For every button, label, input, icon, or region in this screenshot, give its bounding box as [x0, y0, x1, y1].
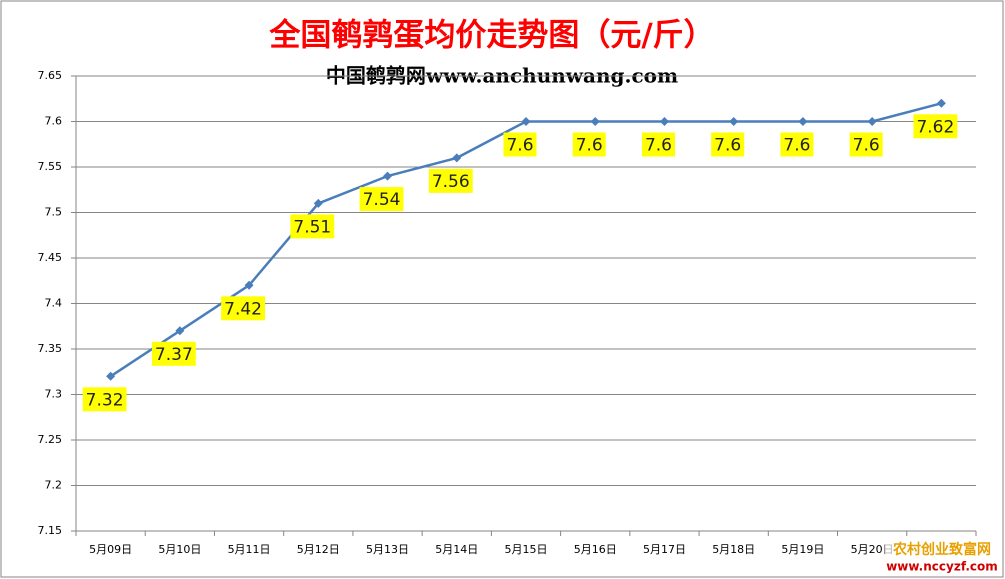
y-tick-label: 7.35: [38, 342, 63, 355]
x-tick-label: 5月15日: [505, 543, 548, 556]
value-label: 7.6: [576, 136, 603, 156]
x-tick-label: 5月12日: [297, 543, 340, 556]
value-label-bg: [359, 187, 404, 212]
watermark-bg: [885, 541, 999, 575]
marker: [798, 117, 808, 126]
value-label-bg: [913, 114, 958, 139]
watermark-name: 农村创业致富网: [892, 541, 991, 558]
marker: [729, 117, 739, 126]
value-label-bg: [711, 132, 745, 157]
value-label: 7.37: [155, 345, 193, 365]
y-tick-label: 7.55: [38, 160, 63, 173]
marker: [936, 98, 946, 108]
value-label-bg: [572, 132, 606, 157]
x-tick-label: 5月13日: [366, 543, 409, 556]
marker: [521, 117, 531, 126]
value-label: 7.56: [432, 172, 470, 192]
marker: [175, 326, 185, 336]
y-tick-label: 7.65: [38, 69, 63, 82]
value-label: 7.54: [363, 190, 401, 210]
x-tick-label: 5月11日: [228, 543, 271, 556]
value-label-bg: [82, 387, 127, 412]
x-tick-label: 5月19日: [781, 543, 824, 556]
value-label: 7.62: [916, 117, 954, 137]
y-tick-label: 7.15: [38, 524, 63, 537]
marker: [244, 280, 254, 290]
chart-title: 全国鹌鹑蛋均价走势图（元/斤）: [268, 18, 714, 54]
value-label-bg: [151, 341, 196, 366]
watermark: 农村创业致富网 www.nccyzf.com: [885, 541, 999, 575]
x-tick-label: 5月18日: [712, 543, 755, 556]
marker: [383, 171, 393, 181]
x-tick-label: 5月16日: [574, 543, 617, 556]
x-tick-label: 5月20日: [851, 543, 894, 556]
y-tick-label: 7.25: [38, 433, 63, 446]
value-label: 7.6: [783, 136, 810, 156]
value-label-bg: [221, 296, 266, 321]
y-tick-label: 7.5: [45, 206, 63, 219]
value-label: 7.32: [86, 390, 124, 410]
y-tick-label: 7.6: [45, 115, 63, 128]
value-label-bg: [849, 132, 883, 157]
value-label-bg: [290, 214, 335, 239]
watermark-url: www.nccyzf.com: [886, 560, 998, 574]
value-label-bg: [428, 168, 473, 193]
y-tick-label: 7.3: [45, 388, 63, 401]
marker: [452, 153, 462, 163]
value-label: 7.6: [853, 136, 880, 156]
y-tick-label: 7.45: [38, 251, 63, 264]
value-label: 7.42: [224, 299, 262, 319]
value-label-bg: [641, 132, 675, 157]
value-label: 7.6: [645, 136, 672, 156]
value-label-bg: [780, 132, 814, 157]
marker: [106, 371, 116, 381]
value-label-bg: [503, 132, 537, 157]
x-tick-label: 5月10日: [158, 543, 201, 556]
value-label: 7.6: [714, 136, 741, 156]
y-tick-label: 7.2: [45, 479, 63, 492]
marker: [590, 117, 600, 126]
x-tick-label: 5月09日: [89, 543, 132, 556]
value-label: 7.6: [506, 136, 533, 156]
marker: [313, 198, 323, 208]
marker: [867, 117, 877, 126]
value-label: 7.51: [293, 217, 331, 237]
x-tick-label: 5月17日: [643, 543, 686, 556]
x-tick-label: 5月14日: [435, 543, 478, 556]
marker: [659, 117, 669, 126]
y-tick-label: 7.4: [45, 297, 63, 310]
